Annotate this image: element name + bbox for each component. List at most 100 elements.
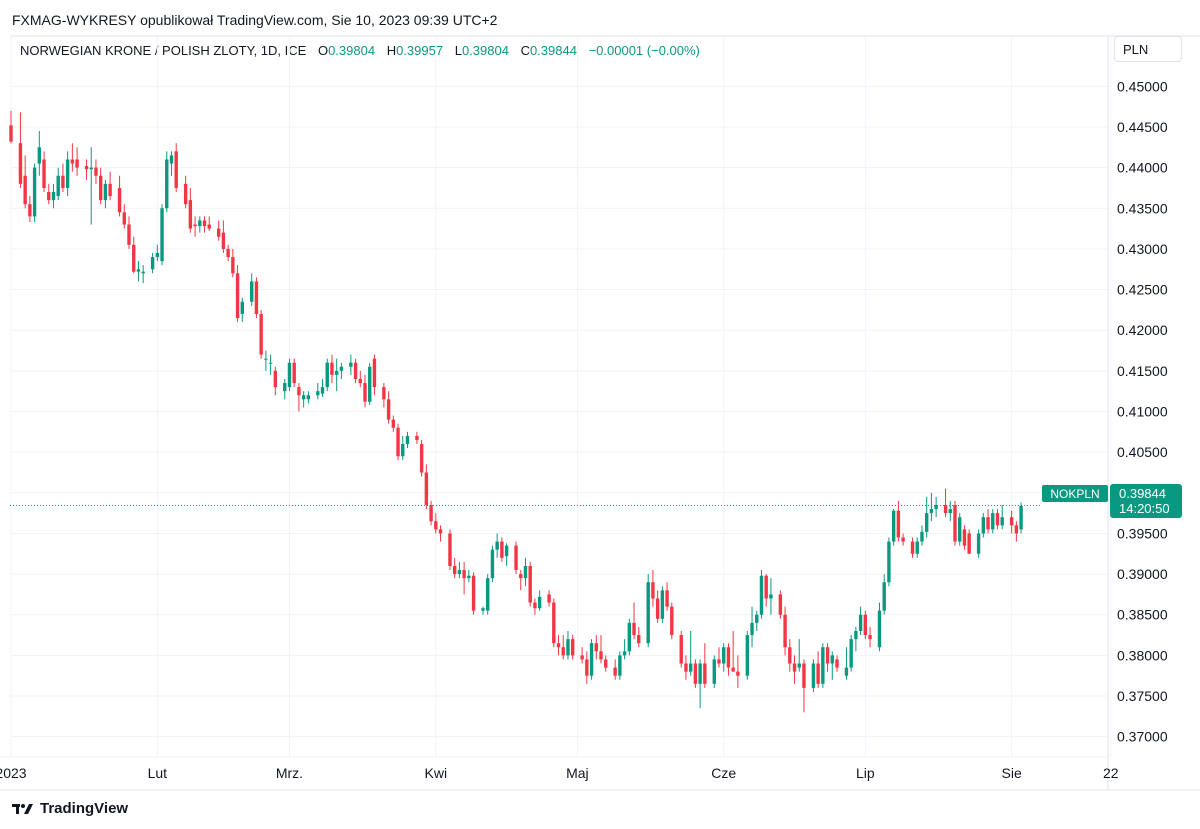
candle-body <box>792 663 797 672</box>
candle <box>693 659 698 688</box>
candle-body <box>481 608 485 611</box>
candle-body <box>287 362 292 388</box>
candle-body <box>391 419 396 428</box>
candle <box>627 618 632 656</box>
candle <box>235 265 240 323</box>
candle-body <box>1000 517 1004 526</box>
candle <box>915 537 919 558</box>
candle-body <box>769 594 773 599</box>
candle-body <box>297 387 301 396</box>
candle-body <box>419 444 424 473</box>
candle <box>47 183 51 205</box>
y-tick-label: 0.37000 <box>1117 729 1168 745</box>
candle <box>854 626 858 652</box>
candle <box>514 541 518 575</box>
symbol-legend: NORWEGIAN KRONE / POLISH ZLOTY, 1D, ICE … <box>20 43 700 58</box>
candle <box>339 362 344 379</box>
candle <box>698 659 702 709</box>
currency-selector[interactable]: PLN <box>1114 36 1182 62</box>
candle <box>887 537 891 587</box>
candle <box>391 415 396 432</box>
candle-body <box>637 635 641 644</box>
candle <box>910 537 915 558</box>
candle-body <box>207 224 211 229</box>
candle-body <box>854 630 858 640</box>
candle <box>155 244 160 262</box>
candle-body <box>363 383 367 402</box>
candle-body <box>127 224 131 245</box>
y-tick-label: 0.39000 <box>1117 566 1168 582</box>
x-tick-label: Lip <box>856 765 875 781</box>
candle-body <box>712 659 716 684</box>
candle-body <box>797 663 801 668</box>
candle-body <box>89 167 93 170</box>
candle-body <box>486 578 490 611</box>
candle <box>32 163 37 223</box>
candle-body <box>825 647 830 664</box>
tradingview-logo-text: TradingView <box>40 800 129 817</box>
candle-body <box>240 301 244 314</box>
candle-body <box>136 269 141 272</box>
candle <box>495 533 499 558</box>
candle-body <box>788 647 792 664</box>
candle-body <box>495 541 499 550</box>
candle-body <box>231 257 235 274</box>
tradingview-logo[interactable]: TradingView <box>12 800 128 817</box>
candle-body <box>122 212 126 225</box>
candle-body <box>863 614 868 636</box>
candle <box>589 639 594 680</box>
publisher-line: FXMAG-WYKRESY opublikował TradingView.co… <box>12 12 498 28</box>
candle-body <box>655 598 660 619</box>
candle-body <box>65 159 70 188</box>
symbol-title[interactable]: NORWEGIAN KRONE / POLISH ZLOTY, 1D, ICE <box>20 43 307 58</box>
candle-body <box>98 175 103 201</box>
candle <box>254 277 259 319</box>
candle-body <box>764 575 768 599</box>
candle <box>306 391 311 404</box>
candle-body <box>150 257 155 270</box>
candle-body <box>750 622 754 636</box>
candle-body <box>566 639 570 656</box>
candle-body <box>429 504 433 522</box>
candle <box>858 606 863 636</box>
candle <box>632 602 636 640</box>
close-label: C <box>520 43 530 58</box>
candle-body <box>717 659 721 664</box>
candle-body <box>698 663 702 684</box>
candle-body <box>316 391 320 396</box>
candle-body <box>448 533 452 566</box>
candle-body <box>188 200 193 229</box>
candle <box>646 574 650 648</box>
candle <box>604 655 608 672</box>
x-tick-label: Mrz. <box>276 765 303 781</box>
candle-body <box>108 183 112 197</box>
candle <box>943 488 948 518</box>
ticker-tag-bg <box>1042 485 1108 502</box>
candle-body <box>462 570 466 579</box>
candle-body <box>915 541 919 554</box>
low-label: L <box>454 43 462 58</box>
candle-body <box>835 659 839 668</box>
candle-body <box>670 606 674 636</box>
candle-body <box>382 387 386 400</box>
y-tick-label: 0.45000 <box>1117 78 1168 94</box>
candle-body <box>537 596 542 609</box>
candle <box>141 265 145 284</box>
candle-body <box>235 273 240 319</box>
candle <box>811 659 816 692</box>
candle-body <box>155 252 160 258</box>
candle-body <box>962 529 967 546</box>
candle-body <box>816 663 820 684</box>
candle-body <box>613 667 617 676</box>
candle <box>320 378 325 397</box>
candle-body <box>368 366 372 402</box>
candle <box>122 204 126 229</box>
candle-body <box>934 504 938 510</box>
candle-body <box>467 575 471 579</box>
candle-body <box>84 165 89 170</box>
candle <box>325 358 329 392</box>
candle <box>273 366 278 396</box>
candle-body <box>986 517 990 530</box>
candle-body <box>896 510 901 538</box>
